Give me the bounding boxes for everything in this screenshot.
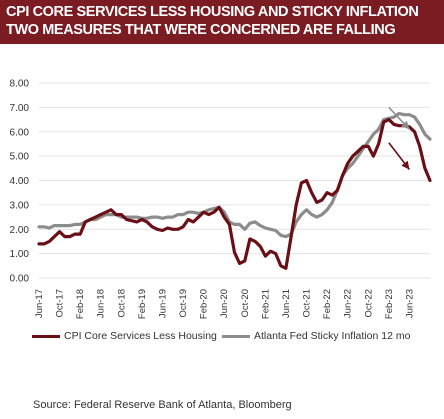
x-tick-label: Oct-17 — [55, 289, 66, 318]
y-tick-label: 5.00 — [10, 152, 30, 163]
x-tick-label: Jun-17 — [34, 289, 45, 318]
y-tick-label: 2.00 — [10, 225, 30, 236]
series-lines — [37, 111, 432, 270]
source-note: Source: Federal Reserve Bank of Atlanta,… — [33, 399, 292, 411]
title-banner: CPI CORE SERVICES LESS HOUSING AND STICK… — [0, 0, 444, 44]
legend-swatch-cpi — [32, 334, 60, 338]
legend-label-sticky: Atlanta Fed Sticky Inflation 12 mo — [254, 330, 411, 342]
legend: CPI Core Services Less Housing Atlanta F… — [0, 330, 444, 350]
x-tick-label: Oct-21 — [302, 289, 313, 318]
trend-arrow-head — [401, 120, 410, 130]
x-tick-label: Jun-19 — [157, 289, 168, 318]
trend-arrows — [388, 106, 411, 171]
legend-item-sticky: Atlanta Fed Sticky Inflation 12 mo — [222, 330, 410, 342]
legend-item-cpi: CPI Core Services Less Housing — [32, 330, 217, 342]
y-tick-label: 3.00 — [10, 200, 30, 211]
x-tick-label: Oct-20 — [240, 289, 251, 318]
y-tick-label: 8.00 — [10, 79, 30, 90]
x-tick-label: Oct-18 — [116, 289, 127, 318]
x-tick-label: Feb-21 — [260, 289, 271, 319]
legend-swatch-sticky — [222, 334, 250, 338]
chart-title-line-2: TWO MEASURES THAT WERE CONCERNED ARE FAL… — [6, 22, 396, 38]
x-tick-label: Oct-22 — [363, 289, 374, 318]
x-tick-label: Feb-23 — [384, 289, 395, 319]
y-tick-label: 4.00 — [10, 176, 30, 187]
x-tick-label: Feb-18 — [75, 289, 86, 319]
y-tick-label: 1.00 — [10, 249, 30, 260]
x-tick-label: Feb-20 — [199, 289, 210, 319]
gridlines — [39, 82, 430, 279]
x-axis-labels: Jun-17 Oct-17 Feb-18 Jun-18 Oct-18 Feb-19 Jun-… — [34, 289, 415, 319]
legend-label-cpi: CPI Core Services Less Housing — [64, 330, 217, 342]
x-tick-label: Feb-22 — [322, 289, 333, 319]
y-tick-label: 7.00 — [10, 103, 30, 114]
chart-title-line-1: CPI CORE SERVICES LESS HOUSING AND STICK… — [6, 4, 419, 20]
x-tick-label: Jun-18 — [96, 289, 107, 318]
series-line-cpi-core-services — [37, 117, 432, 270]
y-tick-label: 6.00 — [10, 127, 30, 138]
x-tick-label: Jun-22 — [343, 289, 354, 318]
line-chart: 0.00 1.00 2.00 3.00 4.00 5.00 6.00 7.00 8.00 Jun… — [10, 79, 432, 319]
trend-arrow-head — [401, 160, 410, 170]
y-axis-labels: 0.00 1.00 2.00 3.00 4.00 5.00 6.00 7.00 8.00 — [10, 79, 30, 285]
x-tick-label: Feb-19 — [137, 289, 148, 319]
x-tick-label: Jun-21 — [281, 289, 292, 318]
x-tick-label: Jun-20 — [219, 289, 230, 318]
y-tick-label: 0.00 — [10, 274, 30, 285]
x-tick-label: Jun-23 — [404, 289, 415, 318]
x-tick-label: Oct-19 — [178, 289, 189, 318]
